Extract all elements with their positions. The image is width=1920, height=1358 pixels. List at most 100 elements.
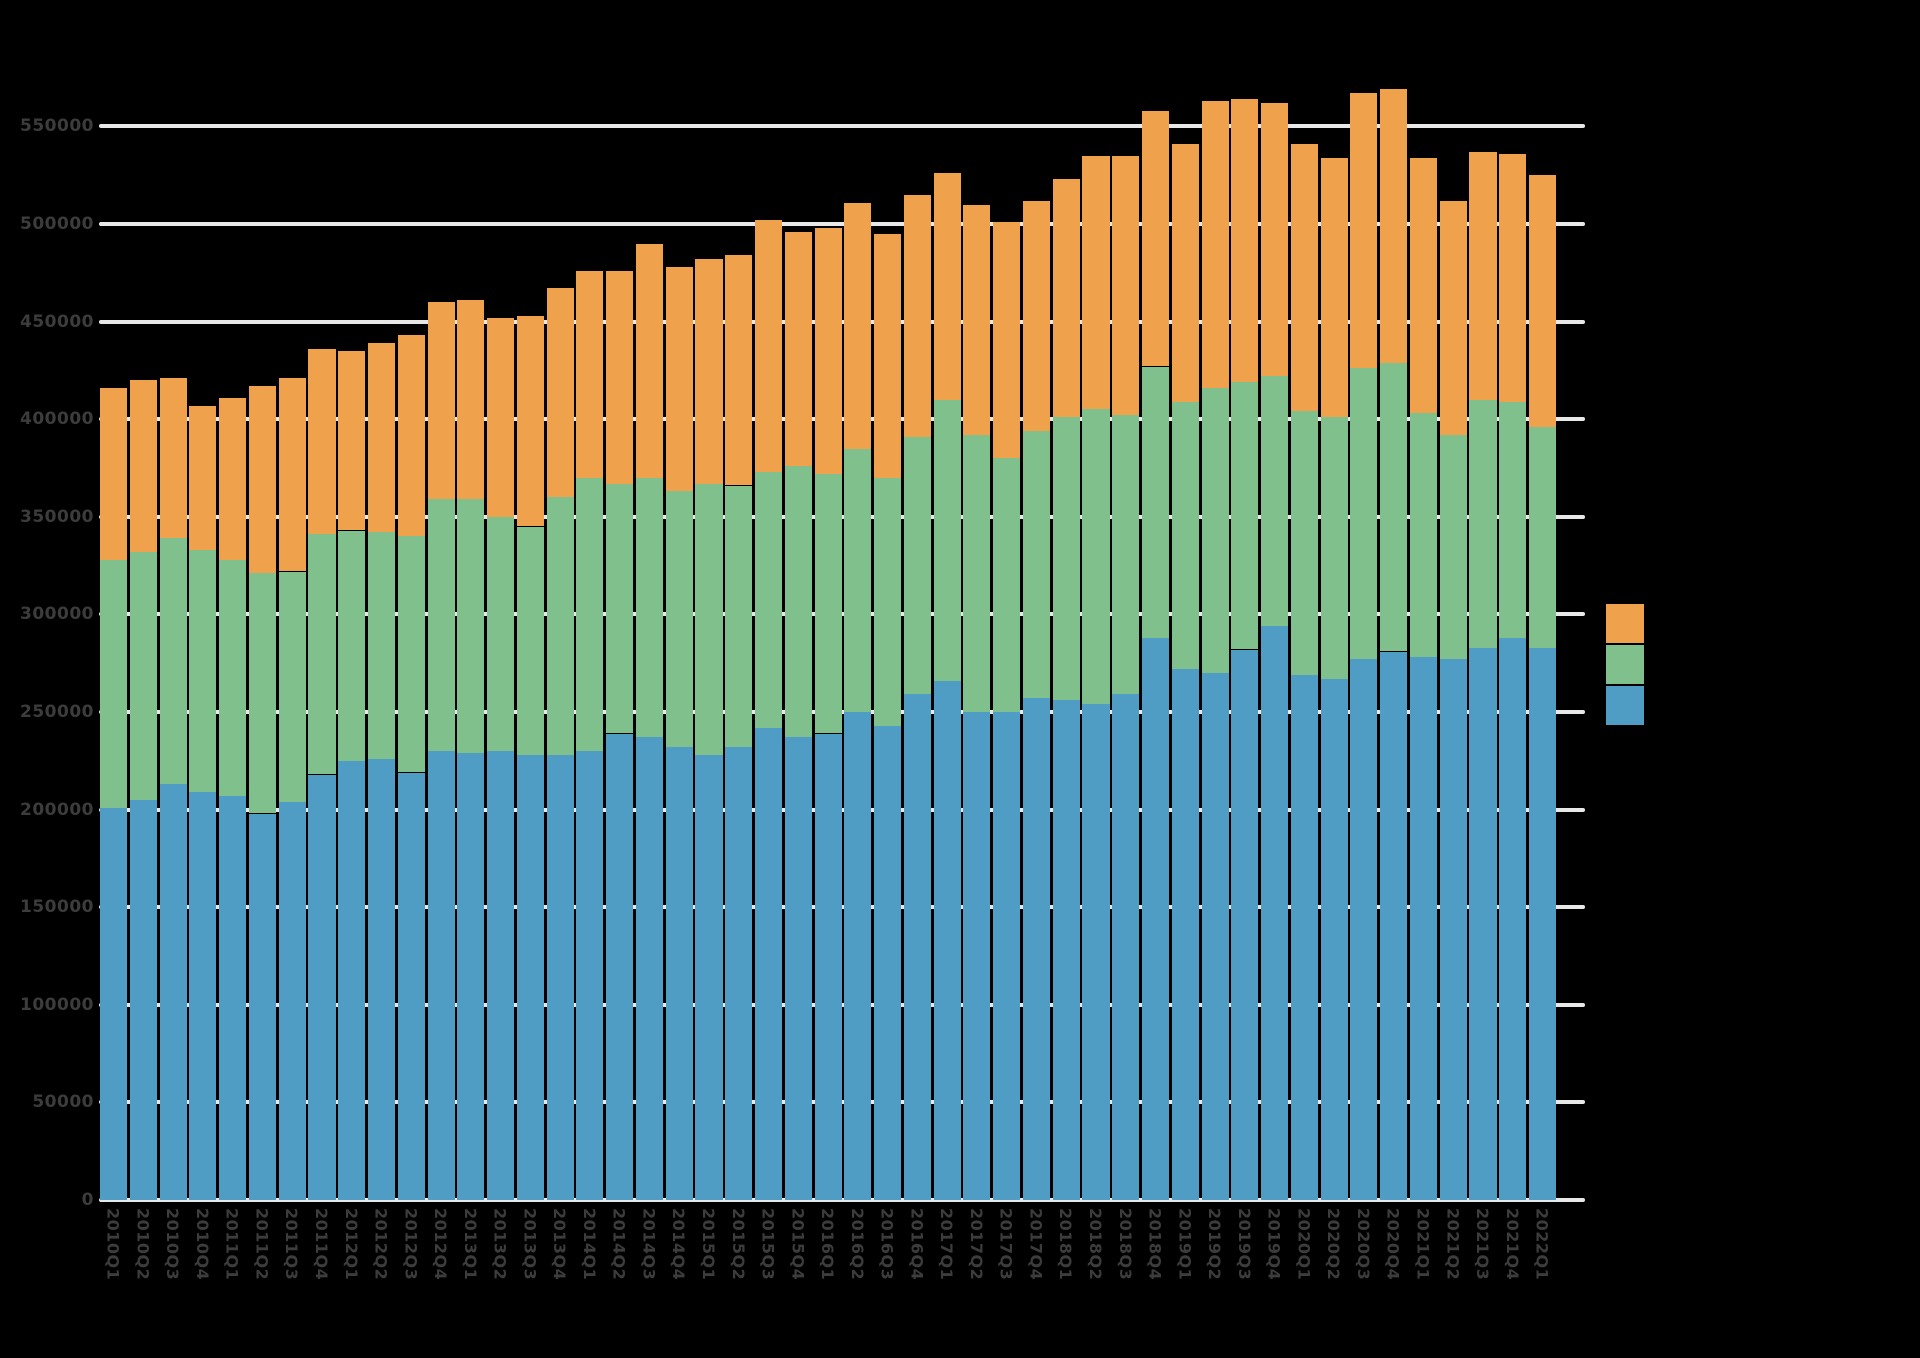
y-tick-label: 500000 (20, 214, 94, 234)
bar-segment-blue-series-2014Q2 (606, 733, 634, 1200)
bar-segment-green-series-2012Q4 (427, 499, 455, 751)
x-tick-label-2015Q1: 2015Q1 (699, 1208, 718, 1281)
bar-segment-blue-series-2019Q4 (1261, 626, 1289, 1200)
y-tick-label: 0 (81, 1190, 94, 1210)
bar-segment-green-series-2018Q3 (1112, 415, 1140, 695)
bar-segment-green-series-2010Q1 (100, 559, 128, 808)
bar-segment-blue-series-2018Q4 (1142, 637, 1170, 1200)
bar-segment-blue-series-2022Q1 (1529, 647, 1557, 1200)
bar-segment-orange-series-2015Q1 (695, 259, 723, 484)
x-tick-label-2017Q4: 2017Q4 (1026, 1208, 1046, 1281)
x-tick-label-2013Q2: 2013Q2 (490, 1208, 510, 1281)
bar-segment-orange-series-2017Q4 (1022, 200, 1051, 431)
bar-segment-orange-series-2017Q2 (963, 204, 991, 435)
x-tick-label-2015Q2: 2015Q2 (728, 1208, 748, 1281)
x-tick-label-2014Q3: 2014Q3 (639, 1208, 659, 1281)
bar-segment-green-series-2022Q1 (1529, 427, 1557, 648)
legend-swatch-1 (1606, 645, 1644, 684)
bar-segment-green-series-2019Q3 (1231, 382, 1259, 650)
bar-segment-green-series-2011Q1 (219, 559, 247, 796)
bar-segment-green-series-2018Q4 (1142, 366, 1170, 638)
bar-segment-blue-series-2013Q2 (487, 751, 515, 1200)
bar-segment-orange-series-2013Q1 (457, 300, 485, 500)
bar-segment-blue-series-2010Q2 (129, 799, 157, 1200)
bar-segment-green-series-2017Q2 (963, 434, 991, 712)
x-tick-label-2019Q2: 2019Q2 (1205, 1208, 1225, 1281)
x-tick-label-2021Q4: 2021Q4 (1502, 1208, 1522, 1281)
bar-segment-orange-series-2011Q1 (219, 397, 247, 560)
x-tick-label-2016Q2: 2016Q2 (847, 1208, 867, 1281)
bar-segment-blue-series-2010Q1 (100, 807, 128, 1200)
bar-segment-green-series-2020Q1 (1290, 411, 1318, 675)
bar-segment-green-series-2016Q2 (844, 448, 872, 712)
bar-segment-green-series-2013Q1 (457, 499, 485, 753)
bar-segment-green-series-2012Q2 (367, 532, 396, 759)
bar-segment-blue-series-2014Q4 (665, 747, 693, 1200)
bar-segment-orange-series-2012Q2 (367, 343, 396, 533)
gridline-0 (99, 1198, 1585, 1202)
bar-segment-orange-series-2011Q4 (308, 348, 336, 535)
x-tick-label-2018Q1: 2018Q1 (1056, 1208, 1076, 1281)
y-tick-label: 50000 (32, 1092, 94, 1113)
x-tick-label-2013Q3: 2013Q3 (520, 1208, 540, 1281)
bar-segment-green-series-2010Q4 (189, 550, 217, 792)
bar-segment-orange-series-2020Q1 (1290, 144, 1318, 412)
bar-segment-green-series-2020Q4 (1380, 362, 1408, 652)
bar-segment-blue-series-2019Q2 (1201, 673, 1229, 1200)
bar-segment-green-series-2016Q4 (903, 436, 931, 695)
x-tick-label-2022Q1: 2022Q1 (1532, 1208, 1552, 1281)
bar-segment-orange-series-2014Q4 (665, 266, 693, 492)
x-tick-label-2018Q4: 2018Q4 (1145, 1208, 1165, 1281)
bar-segment-blue-series-2018Q3 (1112, 694, 1140, 1200)
x-tick-label-2021Q3: 2021Q3 (1473, 1208, 1492, 1281)
bar-segment-orange-series-2016Q4 (903, 194, 931, 437)
x-tick-label-2011Q1: 2011Q1 (222, 1208, 242, 1281)
bar-segment-blue-series-2019Q3 (1231, 649, 1259, 1200)
gridline-150000 (99, 905, 1585, 910)
bar-segment-green-series-2015Q4 (784, 466, 812, 738)
bar-segment-blue-series-2017Q4 (1022, 698, 1051, 1200)
x-tick-label-2016Q4: 2016Q4 (907, 1208, 927, 1281)
bar-segment-orange-series-2020Q3 (1350, 93, 1378, 369)
x-tick-label-2019Q1: 2019Q1 (1175, 1208, 1195, 1281)
bar-segment-orange-series-2013Q2 (487, 317, 515, 517)
x-tick-label-2015Q4: 2015Q4 (788, 1208, 808, 1281)
x-tick-label-2010Q2: 2010Q2 (133, 1208, 153, 1281)
x-tick-label-2021Q2: 2021Q2 (1443, 1208, 1463, 1281)
bar-segment-green-series-2012Q3 (397, 536, 425, 773)
x-tick-label-2019Q3: 2019Q3 (1234, 1208, 1254, 1281)
gridline-100000 (99, 1002, 1585, 1007)
bar-segment-orange-series-2019Q1 (1171, 144, 1199, 402)
bar-segment-blue-series-2016Q3 (874, 725, 902, 1200)
legend-swatch-2 (1606, 686, 1644, 725)
bar-segment-orange-series-2010Q1 (100, 388, 128, 560)
bar-segment-blue-series-2021Q4 (1499, 637, 1527, 1200)
bar-segment-orange-series-2018Q3 (1112, 155, 1140, 416)
bar-segment-orange-series-2012Q3 (397, 335, 425, 537)
bar-segment-green-series-2013Q3 (516, 526, 544, 755)
bar-segment-green-series-2016Q1 (814, 473, 842, 734)
bar-segment-blue-series-2015Q4 (784, 737, 812, 1200)
bar-segment-orange-series-2011Q2 (248, 386, 276, 574)
bar-segment-blue-series-2012Q4 (427, 751, 455, 1200)
bar-segment-orange-series-2019Q2 (1201, 101, 1229, 388)
y-tick-label: 350000 (20, 506, 94, 527)
bar-segment-orange-series-2017Q3 (993, 222, 1021, 459)
x-tick-label-2014Q4: 2014Q4 (669, 1208, 689, 1281)
bar-segment-orange-series-2019Q3 (1231, 99, 1259, 383)
x-tick-label-2010Q4: 2010Q4 (192, 1208, 212, 1281)
x-tick-label-2010Q1: 2010Q1 (103, 1208, 123, 1281)
x-tick-label-2019Q4: 2019Q4 (1264, 1208, 1284, 1281)
bar-segment-orange-series-2010Q4 (189, 405, 217, 550)
gridline-500000 (99, 222, 1585, 226)
bar-segment-blue-series-2010Q4 (189, 792, 217, 1200)
bar-segment-blue-series-2015Q3 (754, 727, 783, 1200)
bar-segment-green-series-2010Q3 (159, 538, 187, 785)
bar-segment-orange-series-2015Q4 (784, 231, 812, 466)
bar-segment-green-series-2014Q3 (635, 477, 664, 738)
bar-segment-blue-series-2016Q2 (844, 712, 872, 1200)
bar-segment-orange-series-2021Q1 (1409, 157, 1438, 414)
bar-segment-orange-series-2011Q3 (278, 378, 306, 572)
bar-segment-green-series-2015Q2 (725, 485, 753, 748)
bar-segment-orange-series-2022Q1 (1529, 175, 1557, 427)
